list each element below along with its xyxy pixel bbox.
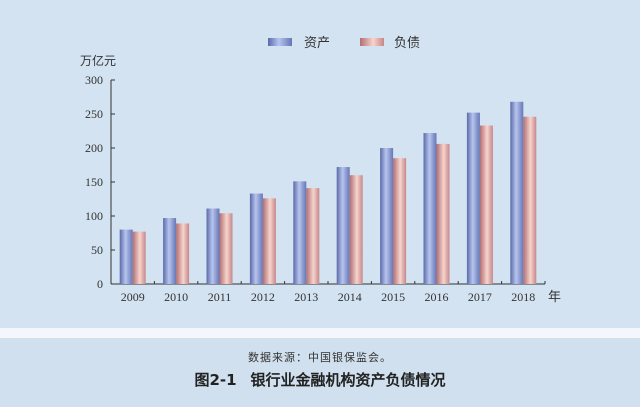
data-source-note: 数据来源：中国银保监会。 — [248, 351, 392, 364]
legend-label-liabilities: 负债 — [394, 35, 420, 50]
bar-liabilities — [176, 223, 190, 284]
y-tick-label: 0 — [97, 277, 103, 291]
caption-panel: 数据来源：中国银保监会。 图2-1 银行业金融机构资产负债情况 — [0, 338, 640, 407]
bar-liabilities — [306, 188, 320, 284]
bar-assets — [293, 181, 307, 284]
x-tick-label: 2017 — [468, 290, 492, 304]
legend-swatch-liabilities — [360, 38, 384, 46]
x-axis-unit: 年 — [548, 289, 561, 304]
chart-panel: 资产 负债 万亿元 0 50 100 150 200 250 300 2009 2010 2011… — [80, 35, 562, 304]
bar-liabilities — [393, 158, 407, 284]
legend-swatch-assets — [268, 38, 292, 46]
x-tick-label: 2012 — [251, 290, 275, 304]
bar-assets — [380, 148, 394, 284]
axes: 0 50 100 150 200 250 300 2009 2010 2011 2012 2013 20… — [85, 73, 546, 304]
y-tick-label: 50 — [91, 243, 103, 257]
divider — [0, 328, 640, 338]
figure-title: 图2-1 银行业金融机构资产负债情况 — [0, 369, 640, 390]
x-tick-label: 2011 — [208, 290, 232, 304]
bar-liabilities — [523, 116, 537, 284]
bar-assets — [466, 112, 480, 284]
figure-title-text: 银行业金融机构资产负债情况 — [250, 371, 446, 389]
bar-liabilities — [219, 213, 233, 284]
y-tick-label: 250 — [85, 107, 103, 121]
x-tick-label: 2014 — [338, 290, 362, 304]
y-tick-label: 200 — [85, 141, 103, 155]
bar-assets — [336, 167, 350, 284]
bar-assets — [119, 229, 133, 284]
legend-label-assets: 资产 — [304, 35, 330, 50]
bar-assets — [206, 208, 220, 284]
bar-liabilities — [132, 231, 146, 284]
bar-chart: 资产 负债 万亿元 0 50 100 150 200 250 300 2009 2010 2011… — [80, 35, 561, 304]
bar-assets — [423, 133, 437, 284]
legend: 资产 负债 — [268, 35, 420, 50]
x-tick-label: 2016 — [425, 290, 449, 304]
x-tick-label: 2013 — [294, 290, 318, 304]
bar-liabilities — [436, 143, 450, 284]
bar-assets — [249, 193, 263, 284]
x-tick-label: 2015 — [381, 290, 405, 304]
bar-assets — [163, 218, 177, 284]
bar-liabilities — [262, 198, 276, 284]
y-axis-unit: 万亿元 — [80, 53, 116, 68]
bars — [119, 101, 537, 284]
bar-assets — [510, 101, 524, 284]
bar-liabilities — [479, 125, 493, 284]
x-tick-label: 2009 — [121, 290, 145, 304]
y-tick-label: 150 — [85, 175, 103, 189]
x-tick-label: 2018 — [511, 290, 535, 304]
bar-liabilities — [349, 175, 363, 284]
y-tick-label: 300 — [85, 73, 103, 87]
x-tick-label: 2010 — [164, 290, 188, 304]
y-tick-label: 100 — [85, 209, 103, 223]
figure-number: 图2-1 — [194, 371, 237, 389]
